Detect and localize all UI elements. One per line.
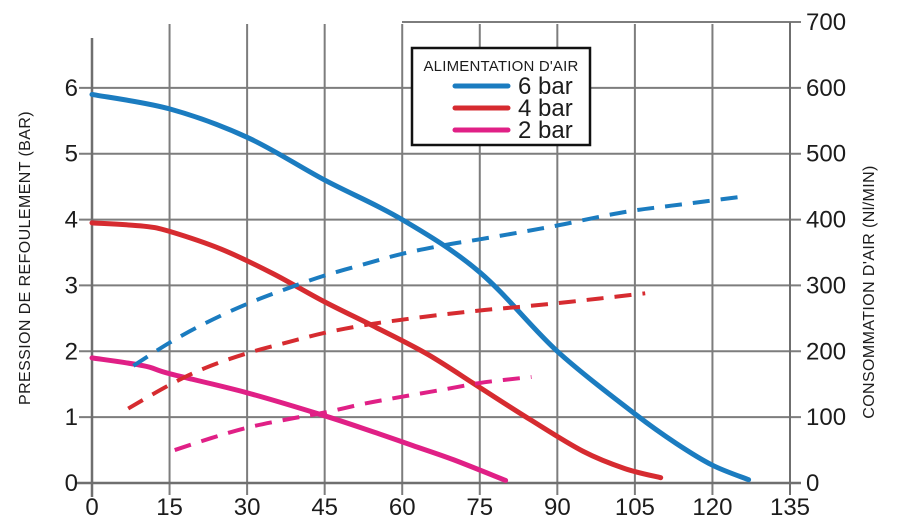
x-tick-label: 75 [466,494,493,521]
legend-label-4-bar: 4 bar [518,95,573,122]
series-consommation-6bar-line [132,194,744,368]
x-tick-label: 60 [389,494,416,521]
y-right-tick-label: 700 [806,9,846,36]
series-consommation-4bar-line [127,291,646,411]
y-left-tick-label: 3 [65,272,78,299]
x-tick-label: 0 [85,494,98,521]
legend-label-6-bar: 6 bar [518,73,573,100]
y-right-axis-title: CONSOMMATION D'AIR (Nl/MIN) [861,165,878,419]
y-right-tick-label: 100 [806,404,846,431]
x-tick-label: 15 [156,494,183,521]
y-left-tick-label: 0 [65,470,78,497]
y-left-tick-label: 6 [65,75,78,102]
legend-title: ALIMENTATION D'AIR [423,58,578,75]
x-tick-label: 120 [692,494,732,521]
y-right-tick-label: 500 [806,141,846,168]
y-left-tick-label: 4 [65,207,78,234]
x-tick-label: 135 [770,494,810,521]
y-right-tick-label: 300 [806,272,846,299]
series-consommation-2bar-line [174,375,532,452]
y-right-tick-label: 200 [806,338,846,365]
legend-label-2-bar: 2 bar [518,117,573,144]
series-layer [89,91,752,483]
y-right-tick-label: 600 [806,75,846,102]
x-tick-label: 105 [615,494,655,521]
y-right-tick-label: 0 [806,470,819,497]
y-right-tick-label: 400 [806,207,846,234]
series-pression-6bar-line [89,91,752,483]
axis-labels-layer: 0 15 30 45 60 75 90 105 120 135012345601002003004… [65,9,846,521]
y-left-tick-label: 5 [65,141,78,168]
y-left-tick-label: 2 [65,338,78,365]
x-tick-label: 45 [311,494,338,521]
series-pression-4bar-line [89,220,664,481]
series-pression-2bar-line [89,355,509,483]
x-tick-label: 30 [234,494,261,521]
y-left-axis-title: PRESSION DE REFOULEMENT (BAR) [17,111,34,405]
x-tick-label: 90 [544,494,571,521]
y-left-tick-label: 1 [65,404,78,431]
